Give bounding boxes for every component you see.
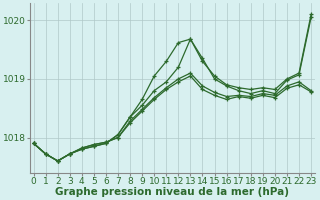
X-axis label: Graphe pression niveau de la mer (hPa): Graphe pression niveau de la mer (hPa) [55,187,289,197]
